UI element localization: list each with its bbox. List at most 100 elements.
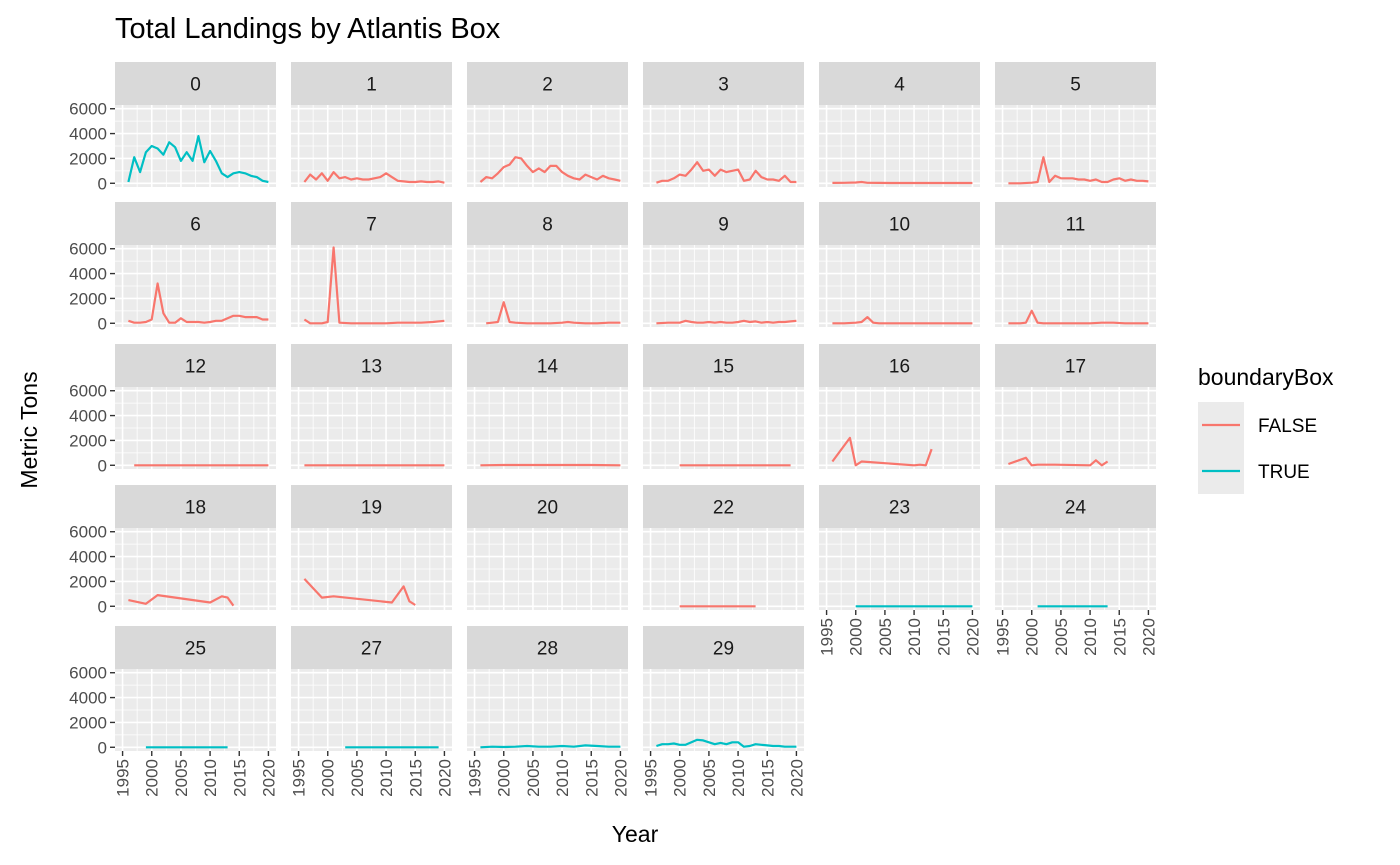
facet-strip — [291, 626, 452, 669]
facet-strip-label: 22 — [713, 498, 734, 519]
facet-panel-15: 15 — [643, 344, 804, 469]
y-tick-label: 2000 — [69, 431, 107, 450]
panel-grid — [115, 245, 276, 327]
facet-strip-label: 20 — [537, 498, 558, 519]
facet-strip — [643, 485, 804, 528]
panel-grid — [819, 245, 980, 327]
x-tick-label: 2000 — [143, 759, 162, 797]
facet-strip — [995, 202, 1156, 245]
panel-grid — [115, 669, 276, 751]
series-line-false — [128, 593, 235, 607]
facet-panel-17: 17 — [995, 344, 1156, 469]
facet-strip-label: 17 — [1065, 357, 1086, 378]
x-tick-label: 2000 — [1023, 618, 1042, 656]
x-tick-label: 2010 — [201, 759, 220, 797]
y-tick-label: 0 — [98, 174, 107, 193]
x-tick-label: 1995 — [114, 759, 133, 797]
legend: boundaryBox FALSE TRUE — [1198, 364, 1334, 494]
facet-strip-label: 14 — [537, 357, 559, 378]
legend-item-false: FALSE — [1198, 402, 1317, 448]
facet-strip — [643, 344, 804, 387]
facet-strip — [115, 485, 276, 528]
x-tick-label: 2005 — [348, 759, 367, 797]
x-tick-label: 2020 — [611, 759, 630, 797]
facet-strip-label: 12 — [185, 357, 206, 378]
panel-grid — [115, 387, 276, 469]
chart-title: Total Landings by Atlantis Box — [115, 13, 501, 45]
facet-strip — [291, 485, 452, 528]
panel-grid — [643, 528, 804, 610]
y-axes-layer: 0 2000 4000 6000 0 2000 4000 6000 0 2000 4000 6000 0… — [69, 100, 115, 757]
facet-strip-label: 16 — [889, 357, 910, 378]
facet-strip-label: 6 — [190, 215, 201, 236]
x-tick-label: 2010 — [729, 759, 748, 797]
facet-strip — [643, 626, 804, 669]
facet-strip — [995, 344, 1156, 387]
facet-panel-29: 29 — [643, 626, 804, 751]
facet-strip-label: 1 — [366, 75, 377, 96]
series-line-false — [479, 156, 621, 183]
x-tick-label: 2000 — [847, 618, 866, 656]
legend-label: FALSE — [1258, 416, 1317, 437]
facet-strip-label: 10 — [889, 215, 910, 236]
x-tick-label: 2000 — [671, 759, 690, 797]
panel-grid — [643, 669, 804, 751]
y-tick-label: 2000 — [69, 149, 107, 168]
x-tick-label: 2010 — [905, 618, 924, 656]
facet-panel-16: 16 — [819, 344, 980, 469]
facet-strip-label: 11 — [1066, 215, 1086, 236]
facet-strip — [291, 344, 452, 387]
facet-strip — [643, 202, 804, 245]
facet-strip — [115, 202, 276, 245]
x-tick-label: 2020 — [787, 759, 806, 797]
x-tick-label: 2020 — [435, 759, 454, 797]
y-tick-label: 2000 — [69, 713, 107, 732]
facet-panel-1: 1 — [291, 62, 452, 187]
facet-strip-label: 3 — [718, 75, 729, 96]
x-tick-label: 2015 — [1110, 618, 1129, 656]
series-line-false — [303, 246, 445, 325]
x-tick-label: 2005 — [700, 759, 719, 797]
legend-title: boundaryBox — [1198, 364, 1334, 390]
y-tick-label: 6000 — [69, 382, 107, 401]
series-line-false — [303, 171, 445, 184]
facet-panel-20: 20 — [467, 485, 628, 610]
y-tick-label: 0 — [98, 456, 107, 475]
facet-strip — [819, 62, 980, 105]
y-tick-label: 0 — [98, 314, 107, 333]
panel-grid — [115, 105, 276, 187]
x-tick-label: 2010 — [377, 759, 396, 797]
y-tick-label: 0 — [98, 738, 107, 757]
panel-grid — [819, 387, 980, 469]
legend-item-true: TRUE — [1198, 448, 1310, 494]
y-tick-label: 6000 — [69, 664, 107, 683]
panel-grid — [115, 528, 276, 610]
facet-strip — [819, 202, 980, 245]
facet-strip-label: 2 — [542, 75, 553, 96]
series-line-false — [1008, 309, 1149, 325]
facet-panel-24: 24 — [995, 485, 1156, 610]
facet-panel-8: 8 — [467, 202, 628, 327]
series-line-false — [831, 436, 933, 467]
y-tick-label: 6000 — [69, 240, 107, 259]
facet-panel-11: 11 — [995, 202, 1156, 327]
series-line-false — [656, 319, 797, 325]
panel-grid — [467, 105, 628, 187]
facet-strip — [467, 626, 628, 669]
y-tick-label: 2000 — [69, 289, 107, 308]
facet-panel-4: 4 — [819, 62, 980, 187]
y-tick-label: 4000 — [69, 548, 107, 567]
series-line-false — [128, 282, 269, 324]
series-line-false — [486, 301, 621, 325]
panel-grid — [291, 105, 452, 187]
facet-strip — [291, 62, 452, 105]
facet-strip-label: 9 — [718, 215, 729, 236]
x-tick-label: 2020 — [259, 759, 278, 797]
facet-panel-14: 14 — [467, 344, 628, 469]
facet-strip-label: 0 — [190, 75, 201, 96]
facet-strip-label: 25 — [185, 639, 206, 660]
y-tick-label: 4000 — [69, 125, 107, 144]
facet-strip — [643, 62, 804, 105]
facet-panel-22: 22 — [643, 485, 804, 610]
facet-panel-5: 5 — [995, 62, 1156, 187]
